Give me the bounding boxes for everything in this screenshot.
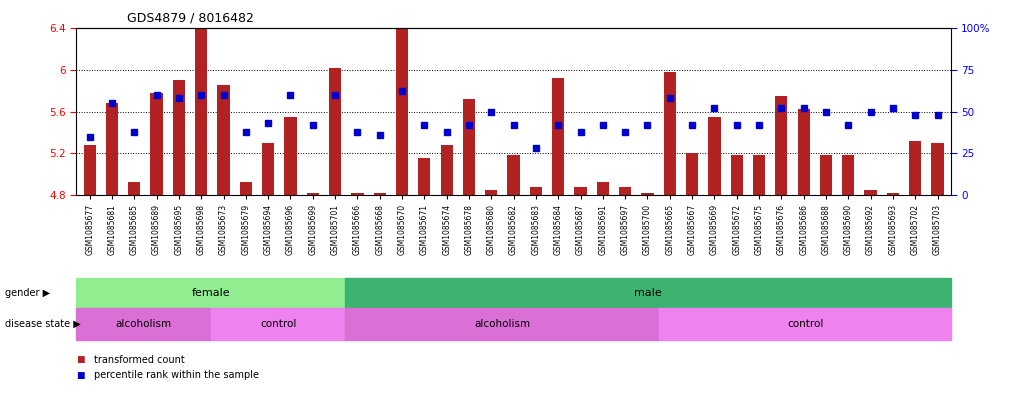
Bar [373,193,385,195]
Bar [797,109,810,195]
Bar [218,85,230,195]
Bar [619,187,632,195]
Bar [240,182,252,195]
Bar [842,155,854,195]
Bar [575,187,587,195]
Text: male: male [635,288,662,298]
Text: transformed count: transformed count [94,354,184,365]
Bar [440,145,453,195]
Bar [864,190,877,195]
Bar [396,28,408,195]
Text: alcoholism: alcoholism [116,319,172,329]
Text: control: control [787,319,824,329]
Text: ■: ■ [76,355,84,364]
Bar [685,153,699,195]
Bar [151,93,163,195]
Text: percentile rank within the sample: percentile rank within the sample [94,370,258,380]
Bar [463,99,475,195]
Text: female: female [191,288,230,298]
Bar [507,155,520,195]
Bar [659,308,951,340]
Text: alcoholism: alcoholism [474,319,531,329]
Bar [642,193,654,195]
Bar [820,155,832,195]
Text: disease state ▶: disease state ▶ [5,319,80,329]
Bar [887,193,899,195]
Bar [485,190,497,195]
Bar [173,80,185,195]
Bar [128,182,140,195]
Bar [351,193,363,195]
Bar [76,278,346,308]
Bar [730,155,742,195]
Bar [346,308,659,340]
Bar [418,158,430,195]
Bar [708,117,720,195]
Bar [195,28,207,195]
Bar [307,193,319,195]
Text: ■: ■ [76,371,84,380]
Bar [775,96,787,195]
Bar [346,278,951,308]
Bar [530,187,542,195]
Bar [328,68,342,195]
Bar [106,103,118,195]
Bar [664,72,676,195]
Text: GDS4879 / 8016482: GDS4879 / 8016482 [127,11,254,24]
Text: gender ▶: gender ▶ [5,288,50,298]
Text: control: control [260,319,296,329]
Bar [262,143,275,195]
Bar [753,155,765,195]
Bar [932,143,944,195]
Bar [552,78,564,195]
Bar [285,117,297,195]
Bar [76,308,211,340]
Bar [597,182,609,195]
Bar [83,145,96,195]
Bar [211,308,346,340]
Bar [909,141,921,195]
